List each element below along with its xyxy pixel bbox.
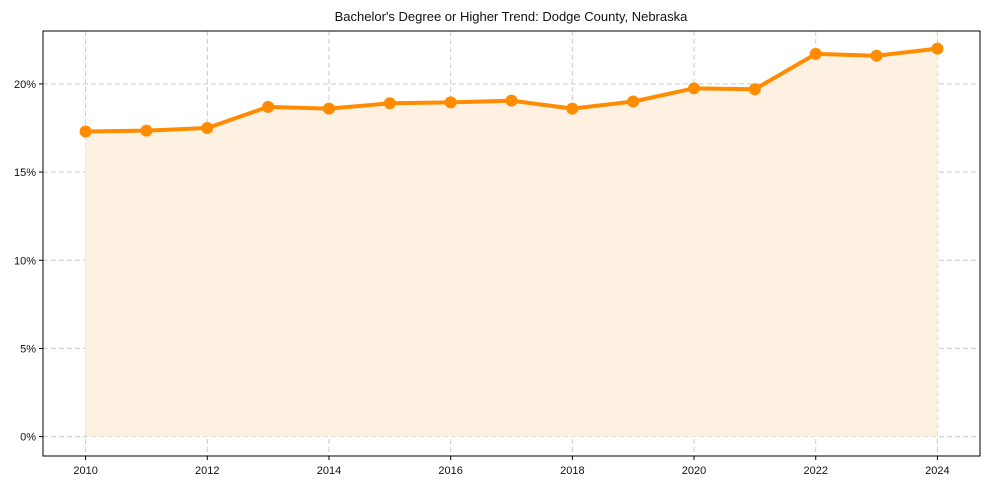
data-point xyxy=(748,83,761,96)
data-point xyxy=(444,96,457,109)
data-markers xyxy=(79,42,944,138)
chart-title: Bachelor's Degree or Higher Trend: Dodge… xyxy=(335,9,688,24)
y-tick-label: 20% xyxy=(14,79,36,91)
data-point xyxy=(870,49,883,62)
plot-frame xyxy=(42,30,981,457)
data-point xyxy=(688,82,701,95)
data-point xyxy=(79,125,92,138)
y-tick-label: 15% xyxy=(14,167,36,179)
y-tick-label: 0% xyxy=(20,432,36,444)
x-tick-label: 2016 xyxy=(438,465,462,477)
data-point xyxy=(809,47,822,60)
x-tick-label: 2022 xyxy=(803,465,827,477)
data-point xyxy=(627,95,640,108)
data-point xyxy=(201,121,214,134)
x-tick-label: 2014 xyxy=(317,465,341,477)
y-tick-label: 5% xyxy=(20,343,36,355)
area-fill xyxy=(85,48,938,437)
data-point xyxy=(505,94,518,107)
x-tick-label: 2024 xyxy=(925,465,949,477)
data-point xyxy=(383,97,396,110)
data-point xyxy=(262,100,275,113)
x-tick-label: 2020 xyxy=(682,465,706,477)
x-tick-label: 2018 xyxy=(560,465,584,477)
data-point xyxy=(140,124,153,137)
x-tick-label: 2012 xyxy=(195,465,219,477)
y-tick-label: 10% xyxy=(14,255,36,267)
x-tick-label: 2010 xyxy=(73,465,97,477)
data-point xyxy=(566,102,579,115)
data-point xyxy=(322,102,335,115)
y-axis: 0% 5% 10% 15% 20% xyxy=(14,79,43,444)
x-axis: 2010 2012 2014 2016 2018 2020 2022 2024 xyxy=(73,456,950,477)
data-point xyxy=(931,42,944,55)
